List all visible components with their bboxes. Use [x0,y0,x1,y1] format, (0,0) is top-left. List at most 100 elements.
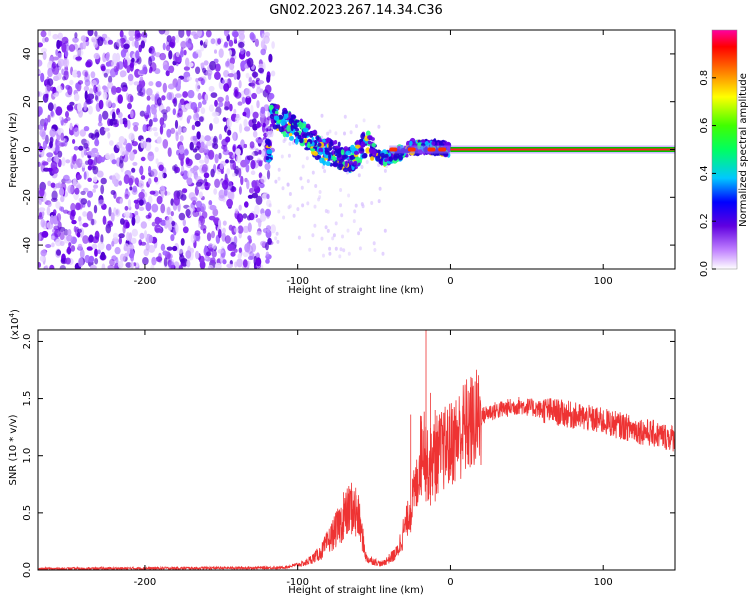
spectrogram-cell [198,49,202,58]
spectrogram-cell [206,251,212,257]
spectrogram-cell [131,167,136,173]
spectrogram-cell [94,138,100,147]
spectrogram-cell [163,257,168,267]
spectrogram-cell [101,263,106,269]
spectrogram-cell [367,140,372,145]
spectrogram-cell [137,91,144,97]
spectrogram-cell [91,147,99,154]
spectrogram-cell [292,213,296,218]
spectrogram-cell [130,254,135,262]
spectrogram-cell [245,50,251,57]
spectrogram-cell [146,88,153,96]
spectrogram-cell [241,96,246,104]
spectrogram-cell [242,251,249,258]
colorbar-tick-label: 0.8 [699,70,710,86]
spectrogram-cell [65,257,71,265]
spectrogram-cell [220,169,224,175]
spectrogram-xlabel: Height of straight line (km) [288,285,424,296]
spectrogram-cell [46,157,52,163]
spectrogram-cell [90,153,97,158]
spectrogram-cell [74,32,78,39]
spectrogram-cell [223,144,228,152]
spectrogram-cell [338,163,344,168]
spectrogram-cell [76,49,84,56]
spectrogram-cell [166,128,172,138]
spectrogram-cell [93,184,99,189]
spectrogram-cell [222,227,226,234]
spectrogram-cell [126,231,130,242]
spectrogram-cell [71,155,77,165]
spectrogram-cell [236,258,244,268]
spectrogram-cell [246,57,254,68]
spectrogram-cell [324,225,328,230]
y-tick-label: 20 [22,95,33,108]
spectrogram-cell [317,197,321,202]
spectrogram-cell [256,100,260,109]
spectrogram-cell [236,70,241,80]
spectrogram-cell [128,132,135,141]
spectrogram-cell [238,247,242,253]
spectrogram-cell [82,40,87,50]
spectrogram-cell [38,124,44,130]
spectrogram-cell [80,190,86,196]
spectrogram-cell [48,60,53,66]
spectrogram-cell [42,161,49,166]
spectrogram-cell [267,237,272,245]
spectrogram-cell [265,127,271,132]
spectrogram-cell [235,113,240,119]
spectrogram-cell [83,142,89,149]
spectrogram-cell [154,131,159,137]
spectrogram-cell [286,182,290,187]
spectrogram-cell [315,135,320,141]
spectrogram-ridge [264,103,675,174]
spectrogram-cell [88,132,94,139]
spectrogram-cell [127,93,133,103]
spectrogram-cell [140,175,146,180]
spectrogram-cell [147,177,152,185]
spectrogram-cell [115,257,119,267]
spectrogram-cell [40,218,46,228]
spectrogram-cell [242,213,248,219]
spectrogram-cell [68,242,72,247]
colorbar-ticks: 0.0 0.2 0.4 0.6 0.8 [699,70,716,277]
spectrogram-cell [94,30,98,37]
spectrogram-cell [280,154,284,159]
spectrogram-cell [377,199,381,204]
spectrogram-cell [158,171,164,181]
spectrogram-cell [131,228,138,237]
spectrogram-cell [100,184,105,195]
spectrogram-cell [334,221,338,226]
spectrogram-cell [38,91,41,97]
spectrogram-cell [245,72,250,79]
spectrogram-cell [182,226,189,234]
colorbar-tick-label: 0.2 [699,213,710,229]
spectrogram-cell [83,85,90,92]
spectrogram-cell [212,137,217,143]
spectrogram-cell [47,30,52,37]
spectrogram-cell [61,36,69,45]
spectrogram-cell [102,85,107,90]
spectrogram-cell [353,160,358,166]
spectrogram-cell [221,138,228,147]
spectrogram-cell [152,117,158,123]
spectrogram-cell [299,138,304,144]
spectrogram-cell [96,170,104,178]
spectrogram-cell [323,169,327,174]
spectrogram-cell [41,230,49,238]
spectrogram-cell [320,236,324,241]
spectrogram-cell [53,92,59,98]
spectrogram-cell [138,199,144,206]
spectrogram-cell [120,146,126,157]
spectrogram-cell [242,225,250,233]
x-tick-label: 100 [594,276,613,287]
spectrogram-cell [255,257,262,267]
spectrogram-cell [100,234,104,244]
spectrogram-cell [205,181,209,187]
spectrogram-cell [61,157,66,167]
colorbar-label: Normalized spectral amplitude [738,73,749,227]
spectrogram-cell [264,37,270,45]
spectrogram-cell [373,248,377,252]
spectrogram-cell [308,247,312,252]
y-tick-label: 1.0 [22,448,33,464]
spectrogram-cell [172,245,178,252]
